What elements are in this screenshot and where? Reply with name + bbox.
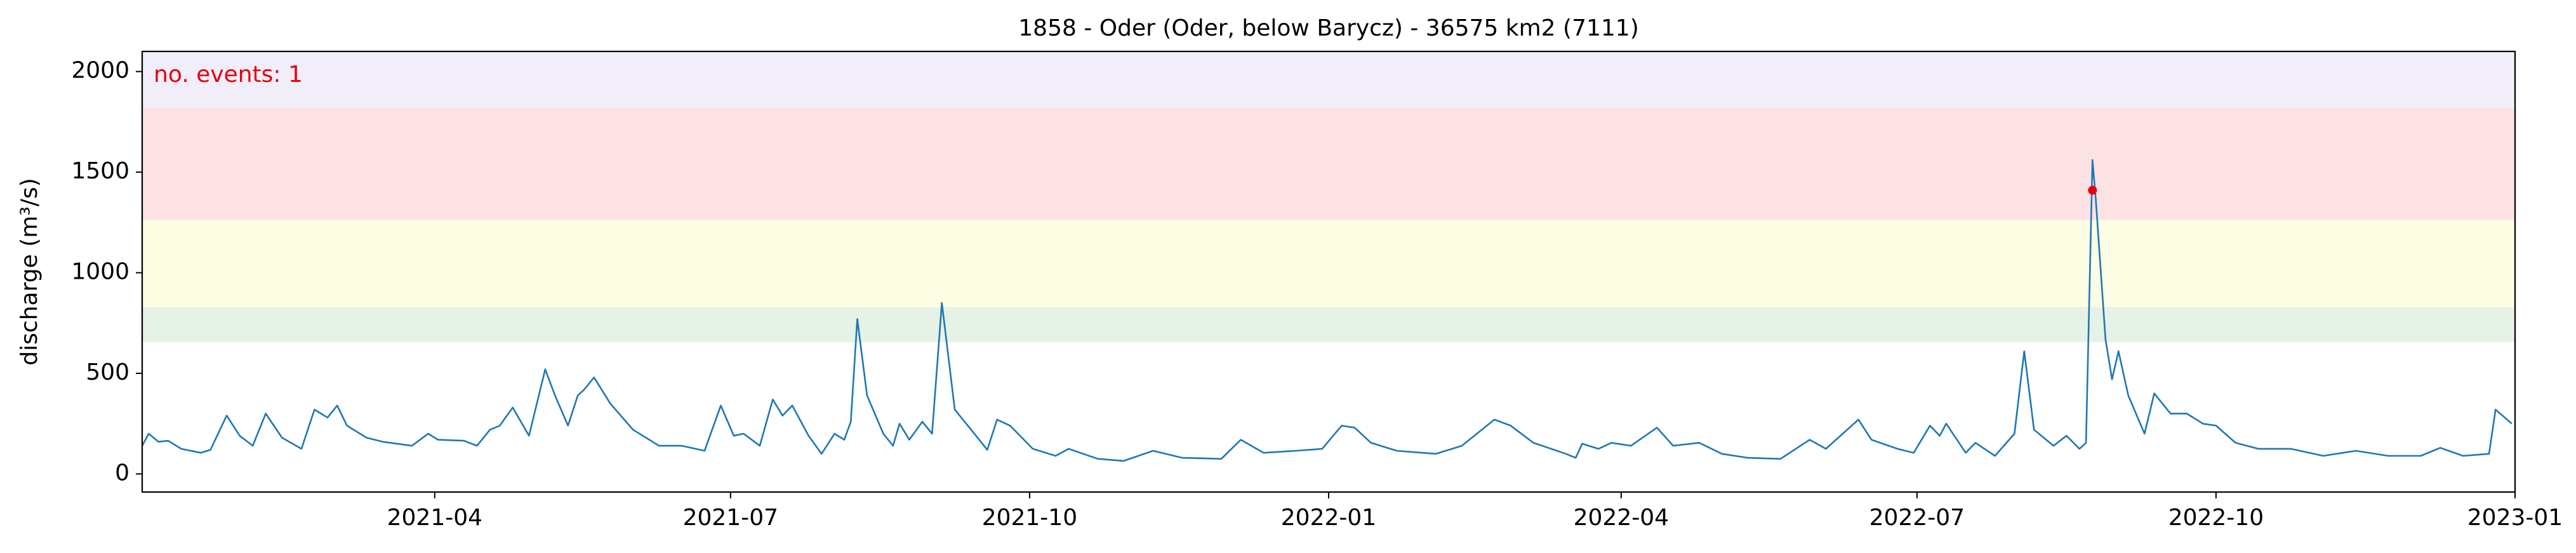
y-tick-label: 500 <box>86 359 129 385</box>
threshold-band <box>142 307 2515 342</box>
events-annotation: no. events: 1 <box>154 62 303 88</box>
discharge-line <box>141 159 2513 462</box>
x-tick-label: 2022-10 <box>2168 505 2264 531</box>
x-tick-label: 2022-07 <box>1869 505 1965 531</box>
y-tick-label: 0 <box>115 460 129 486</box>
x-tick-label: 2021-04 <box>387 505 482 531</box>
x-tick-label: 2021-10 <box>982 505 1077 531</box>
y-tick-label: 1000 <box>71 259 129 285</box>
plot-frame <box>141 50 2516 493</box>
x-tick-label: 2022-04 <box>1574 505 1669 531</box>
x-tick-label: 2023-01 <box>2467 505 2563 531</box>
y-axis-label: discharge (m³/s) <box>17 178 43 365</box>
chart-title: 1858 - Oder (Oder, below Barycz) - 36575… <box>1018 15 1638 41</box>
threshold-band <box>142 220 2515 307</box>
x-tick-label: 2021-07 <box>683 505 778 531</box>
x-tick-label: 2022-01 <box>1281 505 1376 531</box>
event-marker <box>2088 185 2097 195</box>
y-tick-label: 1500 <box>71 158 129 184</box>
threshold-band <box>142 51 2515 108</box>
y-tick-label: 2000 <box>71 58 129 84</box>
threshold-band <box>142 107 2515 220</box>
